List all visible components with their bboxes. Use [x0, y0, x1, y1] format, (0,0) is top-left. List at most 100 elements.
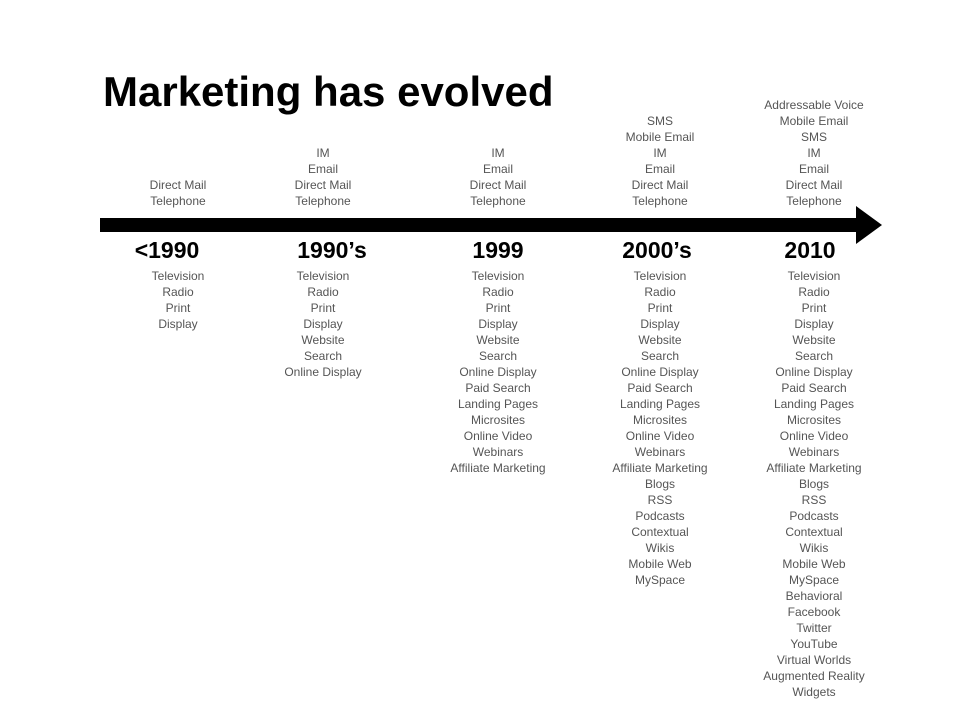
channel-below: Contextual: [631, 525, 688, 539]
channel-above: SMS: [647, 114, 673, 128]
channel-below: Microsites: [787, 413, 841, 427]
era-label: <1990: [135, 237, 200, 263]
era-label: 1990’s: [297, 237, 367, 263]
channel-above: Telephone: [470, 194, 526, 208]
channel-below: Print: [648, 301, 673, 315]
channel-below: Behavioral: [786, 589, 843, 603]
channel-below: Print: [311, 301, 336, 315]
channel-below: Paid Search: [627, 381, 692, 395]
channel-below: Podcasts: [789, 509, 838, 523]
channel-below: MySpace: [789, 573, 839, 587]
channel-below: Display: [303, 317, 342, 331]
channel-below: Affiliate Marketing: [450, 461, 545, 475]
channel-below: Mobile Web: [628, 557, 691, 571]
channel-below: Display: [158, 317, 197, 331]
channel-below: Blogs: [799, 477, 829, 491]
channel-below: YouTube: [790, 637, 837, 651]
channel-below: Television: [297, 269, 350, 283]
channel-below: Online Video: [464, 429, 533, 443]
channel-below: Television: [152, 269, 205, 283]
channel-below: Augmented Reality: [763, 669, 864, 683]
channel-below: Print: [802, 301, 827, 315]
channel-above: IM: [491, 146, 504, 160]
channel-below: Podcasts: [635, 509, 684, 523]
channel-below: Webinars: [473, 445, 523, 459]
channel-below: Television: [634, 269, 687, 283]
channel-below: Print: [486, 301, 511, 315]
channel-below: Television: [472, 269, 525, 283]
channel-above: Email: [799, 162, 829, 176]
channel-below: Search: [479, 349, 517, 363]
channel-above: IM: [653, 146, 666, 160]
channel-below: Online Video: [626, 429, 695, 443]
channel-below: Online Display: [459, 365, 536, 379]
channel-below: Website: [638, 333, 681, 347]
channel-above: Direct Mail: [150, 178, 207, 192]
channel-below: Radio: [644, 285, 676, 299]
channel-below: Website: [792, 333, 835, 347]
channel-below: Display: [478, 317, 517, 331]
channel-below: Website: [301, 333, 344, 347]
title: Marketing has evolved: [103, 68, 554, 115]
channel-above: Addressable Voice: [764, 98, 864, 112]
channel-below: Mobile Web: [782, 557, 845, 571]
channel-below: Search: [304, 349, 342, 363]
channel-above: Direct Mail: [470, 178, 527, 192]
channel-below: Search: [641, 349, 679, 363]
channel-below: Blogs: [645, 477, 675, 491]
channel-below: Online Display: [775, 365, 852, 379]
channel-below: Twitter: [796, 621, 831, 635]
channel-below: Webinars: [789, 445, 839, 459]
channel-below: Television: [788, 269, 841, 283]
channel-below: Webinars: [635, 445, 685, 459]
channel-above: Direct Mail: [632, 178, 689, 192]
channel-below: Landing Pages: [774, 397, 854, 411]
channel-below: Online Video: [780, 429, 849, 443]
channel-below: RSS: [648, 493, 673, 507]
channel-below: Microsites: [633, 413, 687, 427]
channel-below: Website: [476, 333, 519, 347]
channel-above: SMS: [801, 130, 827, 144]
channel-above: Telephone: [150, 194, 206, 208]
channel-below: Wikis: [646, 541, 675, 555]
channel-below: Paid Search: [465, 381, 530, 395]
channel-below: Contextual: [785, 525, 842, 539]
timeline-arrow-head: [856, 206, 882, 244]
channel-below: Wikis: [800, 541, 829, 555]
channel-above: Telephone: [786, 194, 842, 208]
channel-below: Facebook: [788, 605, 842, 619]
era-label: 2010: [784, 237, 835, 263]
channel-below: Search: [795, 349, 833, 363]
channel-above: IM: [316, 146, 329, 160]
channel-below: Paid Search: [781, 381, 846, 395]
channel-above: Telephone: [295, 194, 351, 208]
channel-below: Online Display: [284, 365, 361, 379]
channel-below: Display: [640, 317, 679, 331]
channel-below: Online Display: [621, 365, 698, 379]
channel-below: Print: [166, 301, 191, 315]
channel-below: Affiliate Marketing: [612, 461, 707, 475]
channel-above: Email: [645, 162, 675, 176]
channel-above: Mobile Email: [780, 114, 849, 128]
channel-below: Landing Pages: [458, 397, 538, 411]
era-label: 1999: [472, 237, 523, 263]
channel-above: Direct Mail: [295, 178, 352, 192]
channel-above: Mobile Email: [626, 130, 695, 144]
channel-below: Affiliate Marketing: [766, 461, 861, 475]
channel-below: Radio: [162, 285, 194, 299]
channel-below: Virtual Worlds: [777, 653, 851, 667]
channel-below: Landing Pages: [620, 397, 700, 411]
timeline-arrow-shaft: [100, 218, 860, 232]
channel-below: Radio: [798, 285, 830, 299]
era-label: 2000’s: [622, 237, 692, 263]
channel-below: Radio: [482, 285, 514, 299]
channel-below: MySpace: [635, 573, 685, 587]
channel-above: Email: [308, 162, 338, 176]
channel-below: Display: [794, 317, 833, 331]
channel-below: RSS: [802, 493, 827, 507]
channel-below: Radio: [307, 285, 339, 299]
channel-below: Widgets: [792, 685, 835, 699]
channel-above: Telephone: [632, 194, 688, 208]
channel-above: IM: [807, 146, 820, 160]
